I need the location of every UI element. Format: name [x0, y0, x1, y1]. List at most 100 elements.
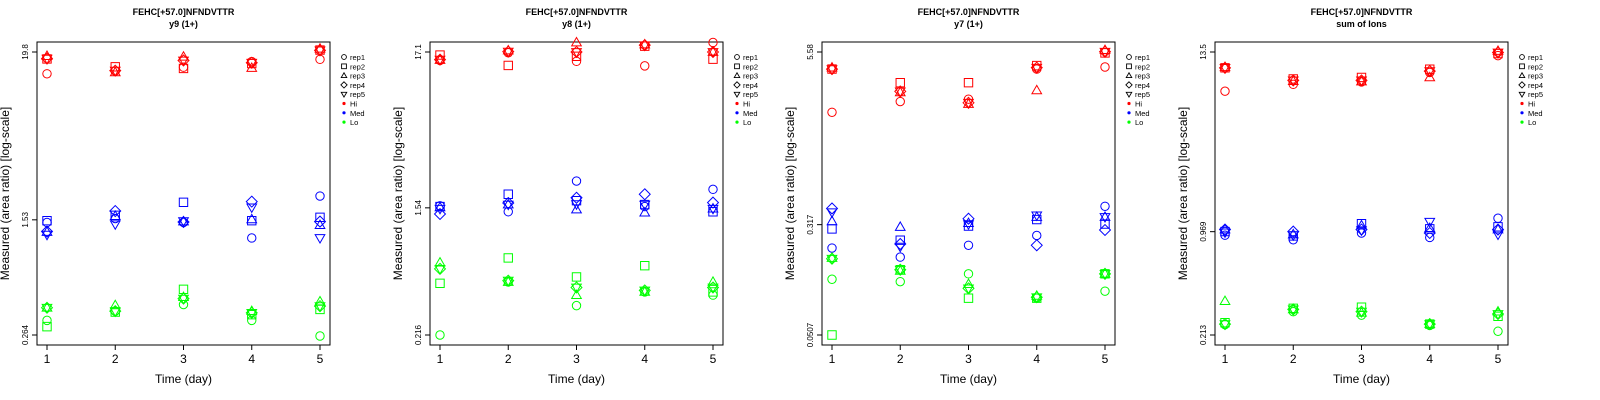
- data-point-hi-rep5: [639, 41, 651, 52]
- data-point-med-rep3: [894, 220, 906, 231]
- data-point-hi-rep5: [570, 48, 583, 59]
- x-tick-label: 1: [44, 352, 51, 366]
- x-tick-label: 4: [248, 352, 255, 366]
- data-point-lo-rep3: [1099, 267, 1111, 278]
- x-tick-label: 5: [1495, 352, 1502, 366]
- data-point-hi-rep5: [826, 65, 838, 76]
- legend-marker-rep5: [340, 91, 348, 98]
- data-point-lo-rep3: [1424, 318, 1436, 328]
- data-point-med-rep1: [571, 176, 582, 186]
- legend-label-lo: Lo: [1528, 118, 1536, 127]
- legend-label-rep5: rep5: [1528, 90, 1543, 99]
- data-point-hi-rep3: [177, 50, 190, 61]
- chart-title: FEHC[+57.0]NFNDVTTR: [1311, 7, 1413, 17]
- x-axis-label: Time (day): [155, 372, 212, 386]
- data-point-lo-rep5: [246, 309, 258, 319]
- data-point-med-rep5: [570, 200, 583, 211]
- data-point-med-rep5: [1031, 211, 1043, 222]
- data-point-med-rep5: [707, 204, 719, 215]
- data-point-lo-rep1: [1100, 286, 1110, 296]
- data-point-hi-rep1: [247, 56, 257, 67]
- chart-panel-4: FEHC[+57.0]NFNDVTTR sum of Ions 1 2 3 4 5 Time …: [1176, 7, 1543, 386]
- legend-label-rep4: rep4: [1528, 81, 1543, 90]
- x-tick-label: 2: [1290, 352, 1297, 366]
- data-point-hi-rep1: [571, 56, 582, 67]
- data-point-hi-rep5: [109, 66, 121, 77]
- data-point-med-rep4: [245, 195, 258, 208]
- plot-frame: [36, 41, 331, 346]
- data-point-med-rep3: [1287, 228, 1299, 239]
- data-point-lo-rep5: [109, 307, 121, 318]
- legend-label-med: Med: [1528, 109, 1543, 118]
- chart-panel-2: FEHC[+57.0]NFNDVTTR y8 (1+) 1 2 3 4 5 Time (day…: [391, 7, 758, 386]
- data-point-med-rep3: [826, 215, 838, 226]
- legend-dot-hi: [1127, 101, 1131, 106]
- data-point-med-rep3: [639, 206, 651, 217]
- data-point-med-rep4: [1423, 226, 1436, 240]
- data-point-med-rep4: [962, 212, 975, 225]
- data-point-med-rep5: [894, 242, 906, 253]
- data-point-lo-rep5: [1099, 269, 1111, 280]
- legend-label-rep5: rep5: [350, 90, 365, 99]
- data-point-hi-rep3: [1424, 71, 1436, 82]
- data-point-hi-rep3: [639, 38, 651, 49]
- data-point-hi-rep2: [503, 60, 513, 71]
- data-point-lo-rep3: [707, 275, 719, 286]
- data-point-hi-rep5: [434, 55, 446, 66]
- data-point-lo-rep5: [1287, 305, 1299, 316]
- legend-label-rep1: rep1: [743, 53, 758, 62]
- legend-dot-hi: [735, 101, 739, 106]
- y-tick-label: 0.213: [1199, 324, 1208, 345]
- data-point-med-rep3: [434, 201, 446, 212]
- data-point-med-rep3: [109, 210, 121, 220]
- data-point-med-rep2: [42, 215, 52, 226]
- data-point-med-rep1: [247, 233, 257, 243]
- data-point-lo-rep2: [1220, 318, 1230, 328]
- data-point-med-rep1: [963, 240, 974, 250]
- legend-dot-lo: [735, 120, 739, 124]
- x-axis-label: Time (day): [940, 372, 997, 386]
- legend-label-rep5: rep5: [743, 90, 758, 99]
- legend-label-rep3: rep3: [1135, 72, 1150, 81]
- data-point-hi-rep3: [707, 45, 719, 56]
- x-tick-label: 4: [641, 352, 648, 366]
- x-tick-label: 3: [1358, 352, 1365, 366]
- data-point-med-rep1: [1032, 230, 1042, 241]
- data-point-med-rep5: [1287, 231, 1299, 242]
- legend-dot-med: [1520, 111, 1524, 115]
- data-point-lo-rep1: [315, 331, 325, 341]
- legend-label-rep1: rep1: [350, 53, 365, 62]
- data-point-hi-rep5: [1287, 76, 1299, 87]
- data-point-lo-rep5: [1355, 307, 1368, 318]
- data-point-hi-rep5: [1219, 63, 1231, 74]
- legend-marker-rep2: [341, 63, 347, 70]
- x-tick-label: 3: [180, 352, 187, 366]
- data-point-lo-rep5: [570, 283, 583, 294]
- data-point-lo-rep3: [1031, 289, 1043, 300]
- data-point-med-rep1: [1493, 213, 1503, 223]
- data-point-hi-rep1: [827, 107, 837, 117]
- legend-dot-lo: [1127, 120, 1131, 124]
- y-tick-label: 0.216: [414, 324, 423, 345]
- legend-dot-med: [1127, 111, 1131, 115]
- legend-label-med: Med: [350, 109, 365, 118]
- data-point-med-rep4: [825, 202, 839, 215]
- legend-marker-rep5: [733, 91, 741, 98]
- data-point-lo-rep3: [434, 256, 446, 267]
- chart-panel-3: FEHC[+57.0]NFNDVTTR y7 (1+) 1 2 3 4 5 Time (day…: [783, 7, 1150, 386]
- data-point-med-rep2: [247, 215, 257, 226]
- legend-marker-rep2: [734, 63, 740, 70]
- data-point-med-rep5: [109, 220, 121, 231]
- chart-subtitle: sum of Ions: [1336, 19, 1387, 29]
- y-tick-label: 0.0507: [806, 322, 815, 347]
- legend-label-rep1: rep1: [1528, 53, 1543, 62]
- data-point-hi-rep1: [708, 37, 718, 48]
- data-point-hi-rep1: [1220, 86, 1230, 96]
- data-point-lo-rep2: [1493, 311, 1503, 322]
- legend-label-med: Med: [743, 109, 758, 118]
- data-point-lo-rep5: [894, 265, 906, 276]
- data-point-med-rep1: [1100, 201, 1110, 212]
- data-point-med-rep5: [639, 200, 651, 211]
- data-point-lo-rep2: [178, 284, 189, 295]
- x-tick-label: 5: [1102, 352, 1109, 366]
